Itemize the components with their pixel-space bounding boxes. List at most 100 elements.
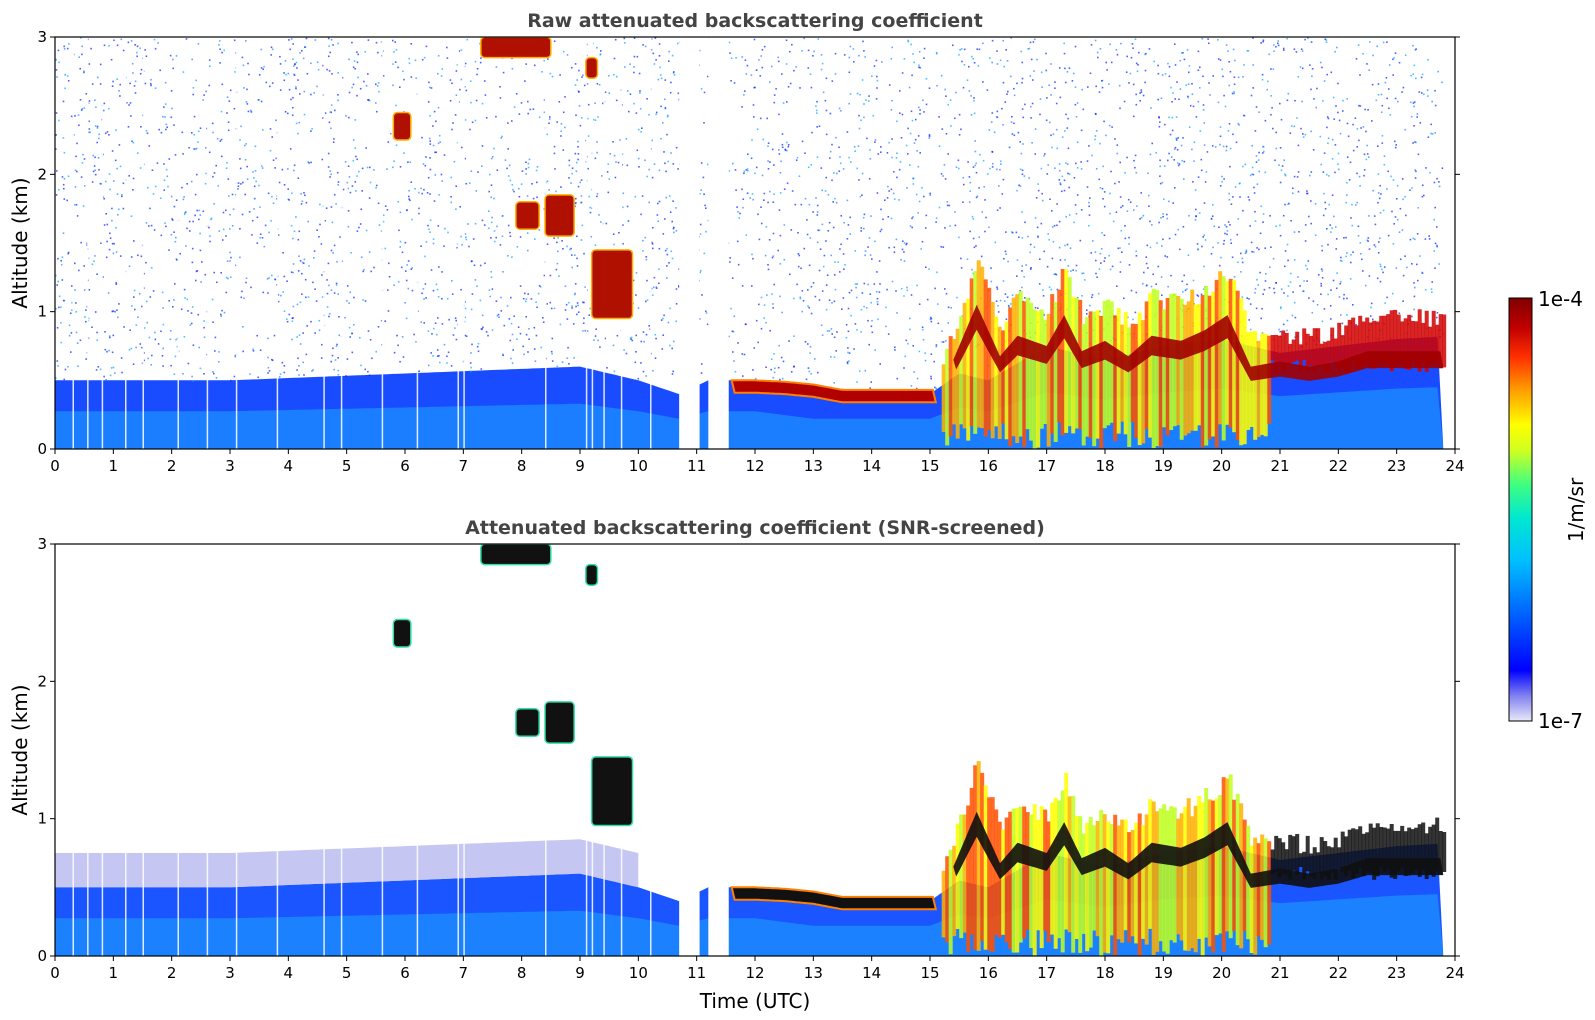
noise-speckle [242, 326, 244, 328]
noise-speckle [71, 285, 73, 287]
noise-speckle [1109, 43, 1111, 46]
noise-speckle [259, 206, 261, 208]
noise-speckle [481, 102, 484, 105]
noise-speckle [769, 190, 771, 193]
noise-speckle [662, 334, 664, 336]
noise-speckle [796, 283, 798, 286]
noise-speckle [84, 316, 86, 318]
noise-speckle [1202, 75, 1204, 78]
profile-gap [457, 544, 459, 956]
noise-speckle [549, 274, 552, 277]
noise-speckle [648, 325, 650, 327]
noise-speckle [1188, 126, 1191, 128]
noise-speckle [241, 290, 243, 293]
noise-speckle [925, 103, 928, 106]
noise-speckle [435, 120, 437, 123]
noise-speckle [1314, 234, 1317, 236]
noise-speckle [299, 343, 302, 345]
noise-speckle [160, 234, 163, 237]
noise-speckle [240, 296, 243, 299]
noise-speckle [707, 75, 709, 78]
noise-speckle [839, 156, 841, 158]
noise-speckle [962, 201, 964, 203]
convective-cloud-column [1001, 829, 1006, 935]
noise-speckle [675, 288, 678, 290]
noise-speckle [1195, 215, 1197, 218]
noise-speckle [61, 256, 64, 258]
noise-speckle [782, 102, 785, 104]
noise-speckle [113, 39, 115, 42]
convective-cloud-column [1144, 814, 1149, 945]
noise-speckle [370, 270, 372, 273]
noise-speckle [926, 298, 929, 301]
convective-cloud-column [976, 260, 981, 428]
noise-speckle [1272, 68, 1275, 70]
noise-speckle [1042, 295, 1045, 297]
noise-speckle [729, 257, 731, 259]
noise-speckle [1398, 312, 1401, 314]
noise-speckle [817, 371, 819, 374]
noise-speckle [205, 90, 208, 93]
noise-speckle [1293, 231, 1296, 233]
noise-speckle [1394, 52, 1397, 54]
noise-speckle [777, 56, 779, 59]
noise-speckle [1124, 237, 1127, 240]
noise-speckle [878, 291, 881, 293]
noise-speckle [616, 334, 619, 337]
noise-speckle [202, 99, 204, 101]
noise-speckle [938, 145, 941, 147]
convective-cloud-column [1382, 827, 1387, 872]
noise-speckle [512, 188, 514, 191]
noise-speckle [239, 158, 241, 160]
noise-speckle [920, 248, 922, 250]
noise-speckle [1233, 91, 1235, 93]
noise-speckle [441, 297, 443, 300]
noise-speckle [1161, 181, 1164, 184]
noise-speckle [1402, 300, 1404, 302]
noise-speckle [1143, 271, 1145, 274]
noise-speckle [665, 170, 667, 173]
noise-speckle [288, 313, 291, 316]
noise-speckle [912, 183, 915, 185]
noise-speckle [1254, 292, 1256, 294]
noise-speckle [298, 374, 300, 376]
noise-speckle [451, 293, 454, 295]
noise-speckle [880, 228, 883, 231]
noise-speckle [105, 379, 107, 381]
noise-speckle [219, 140, 222, 142]
noise-speckle [98, 137, 100, 140]
noise-speckle [1299, 66, 1302, 68]
noise-speckle [543, 111, 546, 114]
noise-speckle [1199, 87, 1201, 89]
noise-speckle [752, 198, 754, 201]
convective-cloud-column [948, 849, 953, 955]
noise-speckle [480, 328, 483, 330]
noise-speckle [1245, 251, 1248, 253]
noise-speckle [500, 310, 503, 312]
noise-speckle [925, 214, 928, 217]
noise-speckle [1103, 120, 1105, 123]
noise-speckle [906, 187, 908, 189]
convective-cloud-column [1267, 841, 1272, 945]
noise-speckle [1108, 83, 1110, 85]
noise-speckle [629, 93, 632, 95]
noise-speckle [307, 161, 309, 163]
convective-cloud-column [1382, 315, 1387, 364]
noise-speckle [270, 220, 272, 222]
noise-speckle [940, 74, 943, 77]
noise-speckle [1304, 133, 1307, 136]
convective-cloud-column [1403, 318, 1408, 369]
noise-speckle [437, 142, 440, 145]
noise-speckle [337, 94, 339, 96]
noise-speckle [1100, 248, 1103, 250]
noise-speckle [1076, 141, 1079, 143]
noise-speckle [1377, 192, 1380, 194]
noise-speckle [673, 74, 676, 76]
noise-speckle [1177, 137, 1179, 139]
noise-speckle [203, 94, 205, 96]
noise-speckle [917, 135, 920, 137]
noise-speckle [476, 68, 479, 70]
noise-speckle [909, 132, 912, 135]
noise-speckle [169, 338, 172, 341]
noise-speckle [450, 201, 452, 204]
